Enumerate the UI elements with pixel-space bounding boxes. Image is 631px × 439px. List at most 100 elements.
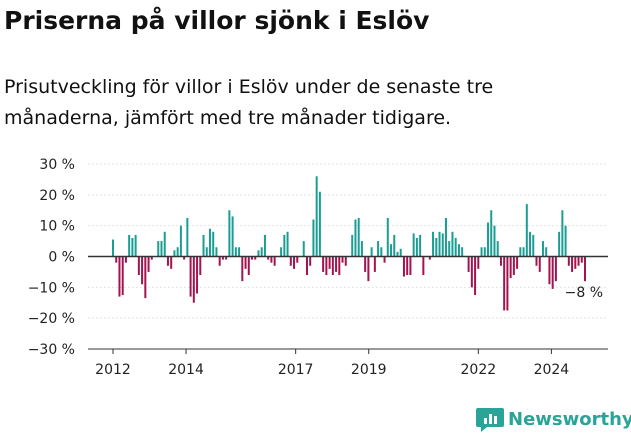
bar	[112, 239, 114, 257]
bar	[438, 231, 441, 257]
bar	[584, 256, 586, 282]
bar	[173, 250, 176, 257]
x-tick-label: 2019	[351, 362, 387, 378]
bar	[238, 247, 241, 257]
bar	[280, 247, 283, 257]
bar	[419, 234, 422, 257]
bar	[267, 256, 270, 260]
bar	[535, 256, 538, 266]
bar	[257, 250, 260, 257]
bar	[318, 191, 321, 257]
bar	[354, 219, 357, 257]
bar	[444, 217, 447, 257]
bar	[406, 256, 409, 275]
bar	[199, 256, 202, 275]
bar	[503, 256, 506, 311]
bar	[571, 256, 574, 272]
bar	[545, 247, 548, 257]
bar	[141, 256, 144, 285]
bar	[435, 238, 438, 257]
bar	[325, 256, 328, 275]
y-axis-labels: 30 % 20 % 10 % 0 % −10 % −20 % −30 %	[28, 157, 75, 358]
bar	[157, 241, 160, 257]
y-tick-label: 30 %	[39, 157, 75, 173]
bar	[529, 231, 532, 257]
bar	[558, 231, 561, 257]
bar	[415, 238, 418, 257]
brand-name: Newsworthy	[508, 408, 631, 430]
bar	[574, 256, 577, 269]
bar	[186, 217, 189, 257]
y-tick-label: 0 %	[48, 250, 75, 266]
bar	[412, 233, 415, 257]
bar	[183, 256, 186, 260]
bar	[247, 256, 250, 275]
chart-title: Priserna på villor sjönk i Eslöv	[4, 6, 430, 35]
newsworthy-icon	[476, 408, 504, 432]
bar	[166, 256, 169, 266]
y-tick-label: −10 %	[28, 280, 75, 296]
y-tick-label: −20 %	[28, 311, 75, 327]
bar	[448, 241, 451, 257]
bar	[241, 256, 244, 282]
newsworthy-logo[interactable]: Newsworthy	[476, 405, 631, 433]
bar	[548, 256, 551, 285]
bar	[163, 231, 166, 257]
bar	[454, 238, 457, 257]
bar	[196, 256, 199, 294]
bar	[525, 204, 528, 257]
bar	[225, 256, 228, 260]
bar	[121, 256, 124, 296]
bar	[134, 234, 137, 257]
bar	[567, 256, 570, 266]
bar	[115, 256, 118, 263]
x-tick-label: 2017	[278, 362, 314, 378]
chart-subtitle: Prisutveckling för villor i Eslöv under …	[4, 76, 494, 129]
y-tick-label: 20 %	[39, 188, 75, 204]
x-tick-label: 2014	[168, 362, 204, 378]
bar	[208, 228, 211, 257]
bar	[409, 256, 412, 275]
bar	[189, 256, 192, 297]
bar	[383, 256, 386, 263]
bar	[244, 256, 247, 269]
x-tick-label: 2022	[461, 362, 497, 378]
bar	[441, 233, 444, 257]
bar	[293, 256, 296, 269]
bar	[260, 247, 263, 257]
bar	[474, 256, 477, 296]
bar	[519, 247, 522, 257]
bar	[331, 256, 334, 275]
bar	[263, 234, 266, 257]
bar	[118, 256, 121, 297]
bar	[205, 247, 208, 257]
bar	[176, 247, 179, 257]
bar	[137, 256, 140, 275]
bar	[377, 241, 380, 257]
bar	[554, 256, 557, 282]
bar	[512, 256, 515, 275]
bar	[487, 222, 490, 257]
bar	[577, 256, 580, 266]
x-tick-label: 2024	[534, 362, 570, 378]
x-axis-ticks: 2012 2014 2017 2019 2022 2024	[95, 349, 569, 378]
bar	[396, 251, 399, 257]
bar	[328, 256, 331, 269]
bar	[561, 210, 564, 257]
bar	[312, 219, 315, 257]
bar	[128, 234, 131, 257]
bar	[212, 231, 215, 257]
bar	[231, 216, 234, 257]
bar	[144, 256, 147, 299]
bar	[499, 256, 502, 266]
bar	[315, 176, 318, 257]
bar	[370, 247, 373, 257]
bar	[564, 225, 567, 257]
bar	[322, 256, 325, 272]
bar	[451, 231, 454, 257]
bar	[160, 241, 163, 257]
bar	[457, 244, 460, 257]
bar	[580, 256, 583, 263]
bar	[541, 241, 544, 257]
